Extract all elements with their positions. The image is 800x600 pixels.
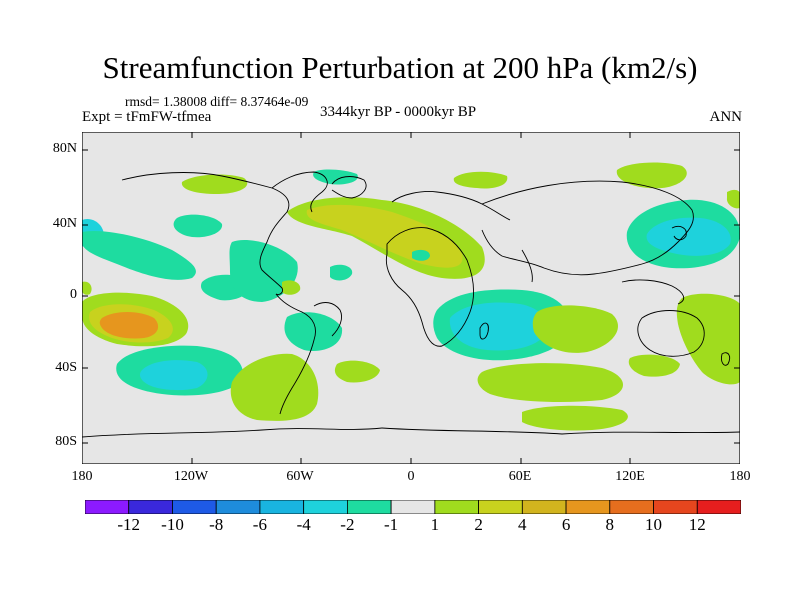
contour-negative [449, 302, 547, 351]
contour-positive [453, 171, 508, 189]
contour-positive [676, 293, 740, 385]
colorbar-box [346, 500, 392, 514]
contour-negative [284, 312, 343, 352]
coast-europe [391, 191, 511, 221]
season-label: ANN [709, 109, 743, 125]
coast-asia [481, 180, 694, 276]
colorbar-box [434, 500, 479, 514]
colorbar-label: -2 [340, 515, 355, 534]
contour-negative [412, 249, 430, 261]
lon-label-60w: 60W [286, 469, 314, 484]
contour-positive [230, 353, 319, 421]
lat-label-80s: 80S [55, 434, 77, 449]
map-title: Streamfunction Perturbation at 200 hPa (… [102, 50, 698, 85]
contour-fills [82, 162, 740, 431]
colorbar-box [653, 500, 698, 514]
colorbar-label: 4 [518, 515, 527, 534]
colorbar-box [478, 500, 523, 514]
colorbar-box [521, 500, 567, 514]
streamfunction-map [82, 132, 740, 464]
stats-label: rmsd= 1.38008 diff= 8.37464e-09 [125, 94, 309, 109]
contour-positive [628, 354, 680, 377]
lon-label-180e: 180 [729, 469, 751, 484]
colorbar-box [215, 500, 261, 514]
contour-positive [726, 189, 740, 209]
lon-label-120w: 120W [173, 469, 209, 484]
colorbar-label: 6 [561, 515, 571, 534]
colorbar-label: 12 [688, 515, 706, 534]
contour-positive [99, 312, 159, 339]
colorbar-label: 10 [645, 515, 662, 534]
lat-label-40s: 40S [55, 360, 77, 375]
colorbar-label: -1 [384, 515, 399, 534]
coast-south-america [275, 293, 316, 415]
colorbar-box [390, 500, 436, 514]
contour-positive [532, 305, 618, 353]
colorbar-label: -12 [117, 515, 141, 534]
contour-negative [313, 169, 358, 185]
contour-negative [82, 230, 196, 280]
experiment-label: Expt = tFmFW-tfmea [82, 109, 212, 125]
period-label: 3344kyr BP - 0000kyr BP [320, 104, 477, 120]
colorbar-box [128, 500, 173, 514]
contour-negative [173, 214, 223, 238]
coastlines [82, 171, 740, 438]
colorbar-label: 8 [605, 515, 615, 534]
contour-positive [522, 405, 628, 431]
lat-label-80n: 80N [52, 141, 77, 156]
coast-north-america [121, 172, 290, 295]
lat-label-40n: 40N [52, 216, 77, 231]
contour-positive [477, 363, 623, 402]
contour-positive [181, 174, 248, 194]
contour-negative [139, 360, 208, 391]
lon-label-60e: 60E [508, 469, 532, 484]
coast-new-zealand [721, 352, 731, 366]
contour-positive [616, 162, 687, 189]
coast-south-america-east [313, 302, 343, 337]
coast-greenland [331, 176, 367, 199]
coast-antarctica [82, 427, 740, 438]
colorbar-box [259, 500, 305, 514]
colorbar-label: 2 [474, 515, 483, 534]
colorbar-label: -4 [296, 515, 311, 534]
colorbar-box [609, 500, 654, 514]
coast-india [521, 249, 533, 283]
contour-positive [282, 280, 301, 295]
contour-positive [82, 281, 92, 295]
coast-madagascar [479, 322, 489, 340]
lon-label-0: 0 [407, 469, 415, 484]
lon-label-120e: 120E [615, 469, 645, 484]
lat-label-0: 0 [70, 287, 77, 302]
colorbar-label: -8 [209, 515, 224, 534]
contour-negative [646, 217, 731, 256]
colorbar-label: -10 [161, 515, 184, 534]
map-ticks [82, 132, 740, 464]
coast-japan [671, 225, 687, 241]
contour-positive [334, 360, 380, 383]
colorbar-box [172, 500, 217, 514]
colorbar-box [85, 500, 130, 514]
lon-label-180w: 180 [71, 469, 93, 484]
colorbar-label: -6 [252, 515, 267, 534]
colorbar-box [303, 500, 348, 514]
coast-indonesia [621, 279, 685, 305]
coast-australia [637, 310, 705, 357]
colorbar-box [696, 500, 741, 514]
colorbar-box [565, 500, 611, 514]
coast-africa [385, 227, 474, 347]
coast-canada [271, 171, 328, 213]
colorbar-label: 1 [430, 515, 440, 534]
contour-negative [330, 264, 353, 281]
colorbar [85, 500, 741, 514]
